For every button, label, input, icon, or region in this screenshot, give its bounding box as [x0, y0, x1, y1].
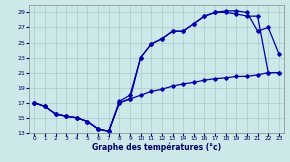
X-axis label: Graphe des températures (°c): Graphe des températures (°c): [92, 143, 221, 152]
